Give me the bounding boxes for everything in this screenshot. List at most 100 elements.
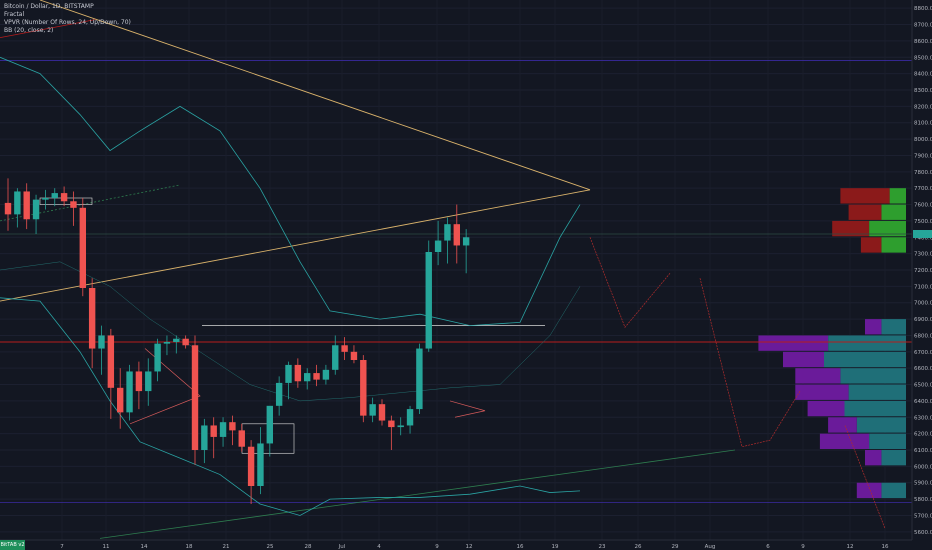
- x-tick-label: 18: [186, 544, 193, 550]
- candle-body: [201, 425, 208, 450]
- candle-body: [378, 404, 386, 421]
- candle-body: [369, 404, 376, 416]
- vpvr-down-bar: [856, 482, 882, 499]
- y-tick-label: 6500.00: [914, 383, 932, 389]
- x-tick-label: 26: [635, 544, 642, 550]
- x-tick-label: 16: [882, 544, 889, 550]
- candle-body: [406, 409, 414, 426]
- y-tick-label: 8500.00: [914, 55, 932, 61]
- x-tick-label: 14: [141, 544, 148, 550]
- candle-body: [304, 373, 311, 382]
- y-tick-label: 7000.00: [914, 301, 932, 307]
- y-tick-label: 6800.00: [914, 333, 932, 339]
- time-axis[interactable]: 7 11 14 18 21 25 28 Jul 4 9 12 16 19 23 26 29 Aug 6 9 12 16: [0, 539, 912, 550]
- y-tick-label: 8800.00: [914, 6, 932, 12]
- candle-body: [322, 369, 330, 380]
- y-tick-label: 8300.00: [914, 88, 932, 94]
- candle-body: [117, 387, 124, 413]
- y-tick-label: 5700.00: [914, 513, 932, 519]
- y-tick-label: 6000.00: [914, 464, 932, 470]
- candle-body: [360, 360, 367, 416]
- candle-body: [173, 338, 180, 342]
- vpvr-down-bar: [865, 450, 882, 466]
- y-tick-label: 7900.00: [914, 153, 932, 159]
- volume-profile: [758, 188, 906, 499]
- vpvr-down-bar: [795, 368, 841, 384]
- candle-body: [98, 335, 105, 349]
- candle-body: [107, 335, 115, 388]
- x-tick-label: 16: [517, 544, 524, 550]
- legend-vpvr[interactable]: VPVR (Number Of Rows, 24, Up/Down, 70): [4, 19, 131, 26]
- vpvr-down-bar: [783, 351, 824, 368]
- vpvr-up-bar: [881, 237, 906, 253]
- y-tick-label: 8200.00: [914, 104, 932, 110]
- y-tick-label: 6700.00: [914, 350, 932, 356]
- y-tick-label: 8600.00: [914, 39, 932, 45]
- y-tick-label: 8100.00: [914, 121, 932, 127]
- x-tick-label: 12: [847, 544, 854, 550]
- vpvr-down-bar: [840, 188, 890, 204]
- vpvr-up-bar: [844, 400, 906, 417]
- vpvr-down-bar: [807, 400, 845, 417]
- price-axis[interactable]: 8800.00 8700.00 8600.00 8500.00 8400.00 8300.…: [911, 0, 932, 540]
- candle-body: [182, 338, 189, 346]
- y-tick-label: 7300.00: [914, 252, 932, 258]
- projection-path-1: [589, 237, 671, 328]
- y-tick-label: 7100.00: [914, 284, 932, 290]
- candle-body: [294, 364, 302, 382]
- candle-body: [247, 446, 255, 486]
- legend-fractal[interactable]: Fractal: [4, 11, 25, 18]
- candle-body: [88, 288, 96, 349]
- y-tick-label: 7200.00: [914, 268, 932, 274]
- vpvr-down-bar: [758, 335, 829, 351]
- candle-body: [135, 371, 143, 392]
- triangle-pattern-2: [449, 400, 486, 418]
- y-tick-label: 8000.00: [914, 137, 932, 143]
- vpvr-up-bar: [869, 433, 906, 449]
- candle-body: [257, 443, 264, 486]
- vpvr-up-bar: [881, 482, 906, 499]
- projection-path-3: [844, 425, 886, 529]
- candle-body: [51, 193, 58, 198]
- candle-body: [416, 348, 423, 410]
- candle-body: [238, 430, 245, 447]
- candle-body: [42, 198, 49, 200]
- x-tick-label: 4: [377, 544, 381, 550]
- y-tick-label: 8700.00: [914, 23, 932, 29]
- vpvr-up-bar: [881, 450, 906, 466]
- chart-legend: Bitcoin / Dollar, 1D, BITSTAMP Fractal V…: [4, 3, 131, 35]
- legend-bb[interactable]: BB (20, close, 2): [4, 27, 54, 34]
- candle-body: [285, 364, 292, 383]
- candle-body: [266, 405, 273, 444]
- vpvr-up-bar: [824, 351, 906, 368]
- candle-body: [60, 193, 68, 202]
- last-price-marker: [913, 230, 932, 238]
- x-tick-label: 19: [552, 544, 559, 550]
- ascending-trendline: [0, 189, 591, 302]
- candle-body: [154, 343, 161, 372]
- vpvr-up-bar: [828, 335, 906, 351]
- candle-body: [219, 422, 227, 437]
- vpvr-up-bar: [881, 319, 906, 335]
- y-tick-label: 6100.00: [914, 448, 932, 454]
- candle-body: [163, 342, 171, 344]
- legend-title[interactable]: Bitcoin / Dollar, 1D, BITSTAMP: [4, 3, 94, 10]
- y-tick-label: 7600.00: [914, 203, 932, 209]
- x-tick-label: 6: [766, 544, 770, 550]
- candles: [4, 178, 470, 504]
- candle-body: [126, 371, 133, 413]
- x-tick-label: 11: [103, 544, 110, 550]
- vpvr-up-bar: [840, 368, 906, 384]
- candle-body: [425, 252, 432, 349]
- y-tick-label: 6300.00: [914, 415, 932, 421]
- candle-body: [210, 425, 217, 437]
- bb-upper-band: [0, 56, 581, 327]
- y-tick-label: 6600.00: [914, 366, 932, 372]
- x-tick-label: 9: [801, 544, 805, 550]
- vpvr-up-bar: [869, 220, 906, 237]
- x-tick-label: 9: [435, 544, 439, 550]
- topleft-red-line: [0, 19, 96, 39]
- vpvr-down-bar: [865, 319, 882, 335]
- x-tick-label: Aug: [705, 544, 716, 550]
